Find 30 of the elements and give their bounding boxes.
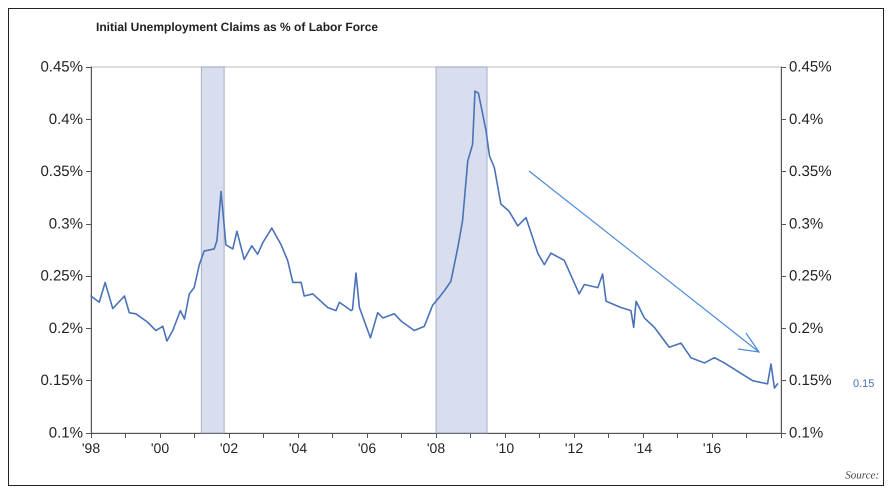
y-tick-label: 0.4% — [48, 110, 83, 128]
y-tick-label: 0.15% — [40, 372, 83, 390]
x-tick-label: '00 — [150, 440, 170, 456]
x-tick-label: '06 — [358, 440, 376, 456]
x-tick-label: '98 — [82, 440, 100, 456]
y-tick-label: 0.25% — [40, 268, 83, 285]
y2-tick-label: 0.45% — [789, 58, 832, 76]
y-tick-label: 0.35% — [40, 163, 83, 180]
chart-title: Initial Unemployment Claims as % of Labor Force — [96, 20, 378, 34]
y-tick-label: 0.45% — [40, 58, 83, 76]
x-tick-label: '16 — [702, 440, 722, 456]
y2-tick-label: 0.35% — [789, 163, 832, 180]
y2-tick-label: 0.4% — [789, 110, 824, 128]
x-tick-label: '02 — [220, 440, 238, 456]
x-tick-label: '10 — [496, 440, 514, 456]
y-tick-label: 0.3% — [48, 215, 83, 232]
y-tick-label: 0.2% — [48, 320, 83, 337]
x-tick-label: '12 — [564, 440, 584, 456]
y2-tick-label: 0.15% — [789, 372, 832, 390]
source-note: Source: — [845, 470, 880, 482]
y2-tick-label: 0.3% — [789, 215, 824, 232]
y2-tick-label: 0.2% — [789, 320, 824, 337]
y2-tick-label: 0.1% — [789, 424, 824, 442]
y2-tick-label: 0.25% — [789, 268, 832, 285]
x-tick-label: '08 — [426, 440, 446, 456]
x-tick-label: '04 — [288, 440, 308, 456]
y-tick-label: 0.1% — [48, 424, 83, 442]
text: 0.15 — [853, 378, 874, 390]
line-series — [90, 90, 778, 389]
x-tick-label: '14 — [634, 440, 652, 456]
